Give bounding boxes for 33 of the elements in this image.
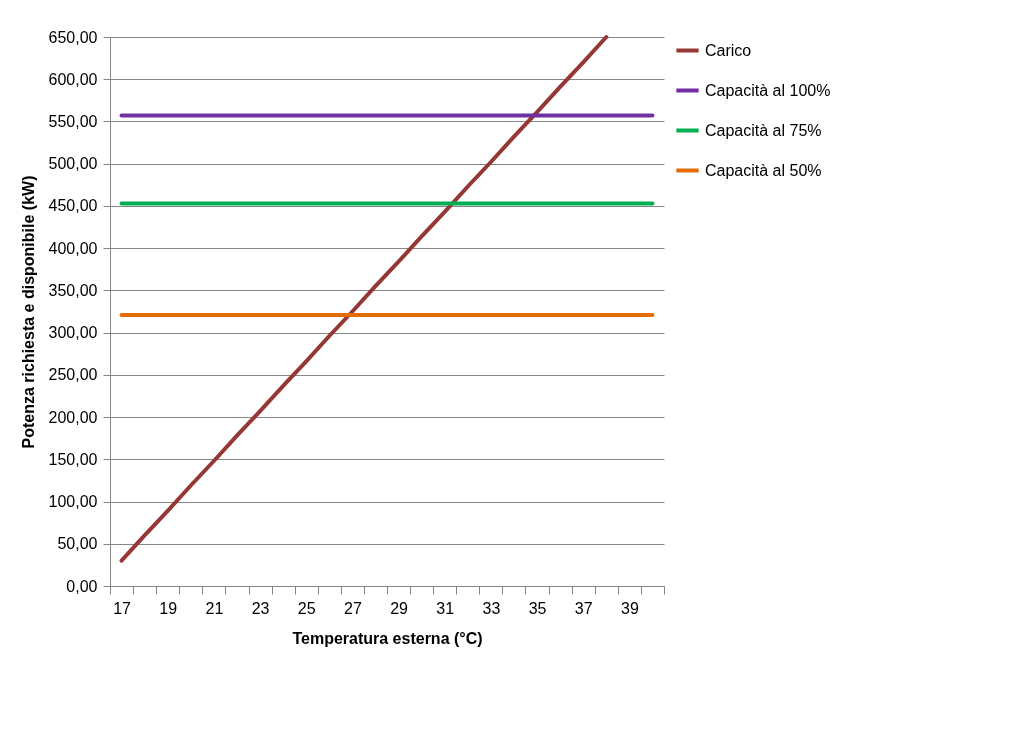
y-tick-label: 50,00 — [57, 535, 98, 553]
y-tick-label: 600,00 — [48, 70, 98, 88]
line-series — [119, 35, 609, 563]
y-tick-label: 350,00 — [48, 281, 98, 299]
x-axis-title: Temperatura esterna (°C) — [292, 629, 483, 647]
y-tick-label: 150,00 — [48, 450, 98, 468]
x-tick-label: 29 — [390, 599, 409, 617]
legend-label: Capacità al 100% — [705, 81, 831, 99]
x-tick-label: 17 — [113, 599, 132, 617]
y-tick-label: 500,00 — [48, 155, 98, 173]
x-tick-label: 23 — [251, 599, 270, 617]
x-tick-label: 33 — [482, 599, 501, 617]
legend-label: Capacità al 75% — [705, 121, 822, 139]
x-tick-label: 31 — [436, 599, 455, 617]
y-tick-label: 550,00 — [48, 112, 98, 130]
x-tick-label: 21 — [205, 599, 224, 617]
legend-label: Carico — [705, 41, 752, 59]
x-tick-label: 39 — [620, 599, 639, 617]
x-tick-label: 25 — [297, 599, 316, 617]
y-tick-label: 300,00 — [48, 324, 98, 342]
y-tick-label: 250,00 — [48, 366, 98, 384]
x-tick-label: 27 — [343, 599, 362, 617]
y-tick-label: 400,00 — [48, 239, 98, 257]
y-tick-label: 200,00 — [48, 408, 98, 426]
y-tick-label: 0,00 — [66, 577, 98, 595]
x-tick-label: 35 — [528, 599, 547, 617]
legend-label: Capacità al 50% — [705, 161, 822, 179]
x-tick-label: 19 — [159, 599, 178, 617]
x-tick-label: 37 — [574, 599, 593, 617]
y-tick-label: 450,00 — [48, 197, 98, 215]
y-tick-label: 650,00 — [48, 28, 98, 46]
y-axis-title: Potenza richiesta e disponibile (kW) — [19, 175, 37, 449]
y-tick-label: 100,00 — [48, 493, 98, 511]
